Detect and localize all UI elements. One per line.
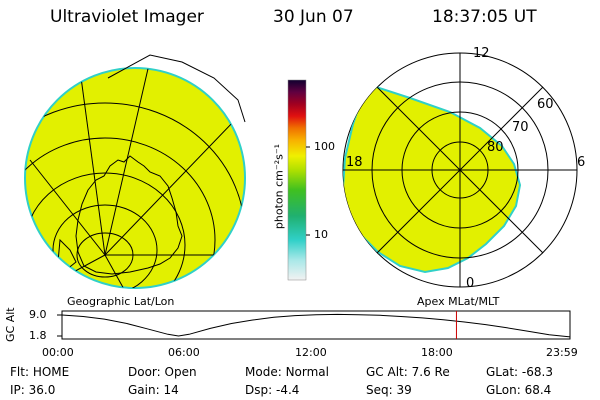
geographic-image-panel [24, 54, 246, 289]
info-dsp: Dsp: -4.4 [245, 383, 300, 397]
timeline-xtick-0: 00:00 [42, 346, 74, 359]
mlt-label-6: 6 [577, 155, 586, 170]
colorbar [287, 79, 310, 281]
mlat-label-60: 60 [537, 97, 554, 112]
colorbar-tick-10: 10 [314, 228, 328, 241]
info-filter: Flt: HOME [10, 365, 70, 379]
altitude-timeline [57, 310, 571, 340]
info-seq: Seq: 39 [366, 383, 412, 397]
time-label: 18:37:05 UT [432, 7, 537, 27]
colorbar-tick-100: 100 [314, 140, 335, 153]
colorbar-unit-label: photon cm⁻²s⁻¹ [272, 143, 286, 230]
mlt-label-12: 12 [473, 46, 490, 61]
info-gain: Gain: 14 [128, 383, 179, 397]
timeline-ylabel: GC Alt [4, 307, 17, 342]
instrument-title: Ultraviolet Imager [50, 7, 204, 27]
info-ip: IP: 36.0 [10, 383, 56, 397]
timeline-xtick-1: 06:00 [168, 346, 200, 359]
timeline-xtick-3: 18:00 [421, 346, 453, 359]
timeline-ytick-bottom: 1.8 [29, 329, 47, 342]
mlat-label-80: 80 [487, 140, 504, 155]
polar-panel-label: Apex MLat/MLT [417, 295, 500, 308]
info-door: Door: Open [128, 365, 197, 379]
info-glon: GLon: 68.4 [486, 383, 552, 397]
mlt-label-0: 0 [466, 276, 475, 291]
geo-panel-label: Geographic Lat/Lon [67, 295, 175, 308]
info-glat: GLat: -68.3 [486, 365, 553, 379]
geo-grid [25, 68, 245, 288]
mlat-label-70: 70 [512, 120, 529, 135]
info-mode: Mode: Normal [245, 365, 329, 379]
aurora-oval-polar [343, 83, 522, 274]
altitude-curve [61, 313, 571, 338]
timeline-xtick-4: 23:59 [546, 346, 578, 359]
timeline-frame [61, 310, 571, 340]
timeline-xtick-2: 12:00 [295, 346, 327, 359]
polar-mlat-mlt-panel [342, 52, 578, 288]
timeline-ytick-top: 9.0 [29, 308, 47, 321]
mlt-label-18: 18 [346, 155, 363, 170]
info-gcalt: GC Alt: 7.6 Re [366, 365, 450, 379]
date-label: 30 Jun 07 [273, 7, 354, 27]
